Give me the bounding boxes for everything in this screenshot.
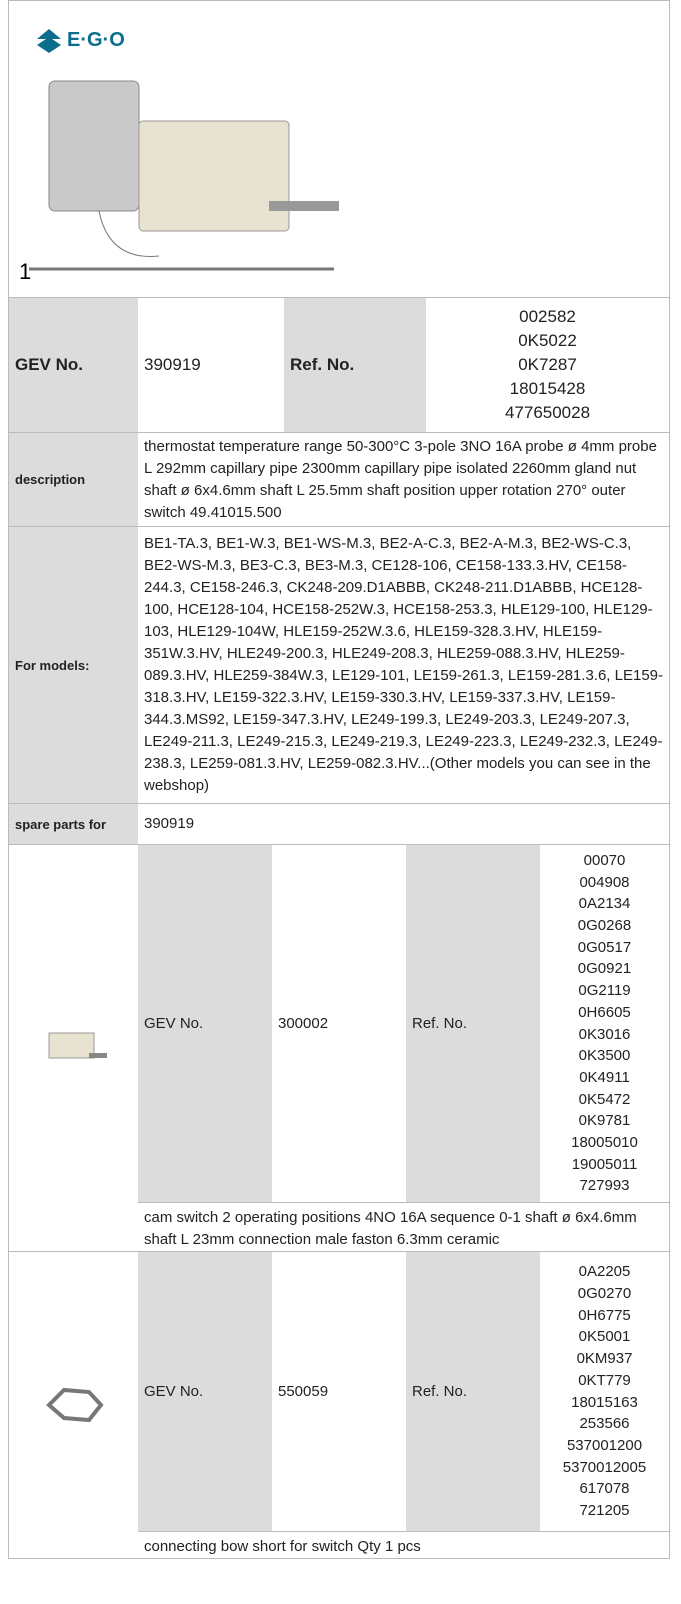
row-label: description bbox=[9, 433, 138, 526]
ref-number: 253566 bbox=[579, 1415, 630, 1433]
spare-description: cam switch 2 operating positions 4NO 16A… bbox=[144, 1209, 637, 1248]
ref-number: 537001200 bbox=[566, 1436, 643, 1454]
info-row: description thermostat temperature range … bbox=[9, 433, 669, 527]
ref-number: 477650028 bbox=[504, 403, 591, 422]
ref-list: 00070 004908 0A2134 0G0268 0G0517 0G0921 0G211… bbox=[540, 845, 669, 1202]
ref-number: 0K9781 bbox=[578, 1112, 631, 1130]
spare-image bbox=[9, 845, 138, 1251]
gev-value: 300002 bbox=[278, 1015, 329, 1032]
info-row: For models: BE1-TA.3, BE1-W.3, BE1-WS-M.3… bbox=[9, 527, 669, 804]
ref-list: 002582 0K5022 0K7287 18015428 477650028 bbox=[426, 298, 669, 432]
row-text: thermostat temperature range 50-300°C 3-… bbox=[144, 437, 657, 521]
gev-label: GEV No. bbox=[138, 845, 272, 1202]
ref-list: 0A2205 0G0270 0H6775 0K5001 0KM937 0KT779 1801… bbox=[540, 1252, 669, 1531]
document: E·G·O 1 GEV No. 390919 Ref. No. 002582 0K… bbox=[8, 0, 670, 1559]
ref-number: 0G0270 bbox=[577, 1284, 632, 1302]
gev-label: GEV No. bbox=[138, 1252, 272, 1531]
thermostat-body bbox=[48, 80, 140, 212]
ref-number: 721205 bbox=[579, 1502, 630, 1520]
ref-number: 0K5022 bbox=[518, 331, 577, 350]
spare-part: GEV No. 550059 Ref. No. 0A2205 0G0270 0H6775 0… bbox=[9, 1252, 669, 1559]
image-row: E·G·O 1 bbox=[9, 0, 669, 298]
ref-number: 0K7287 bbox=[518, 355, 577, 374]
connecting-bow-image bbox=[45, 1387, 104, 1423]
row-label: spare parts for bbox=[9, 804, 138, 844]
spare-main: GEV No. 550059 Ref. No. 0A2205 0G0270 0H6775 0… bbox=[138, 1252, 669, 1532]
row-text: BE1-TA.3, BE1-W.3, BE1-WS-M.3, BE2-A-C.3… bbox=[144, 535, 663, 794]
spare-image bbox=[9, 1252, 138, 1558]
ref-number: 0KM937 bbox=[576, 1350, 633, 1368]
ref-number: 18015163 bbox=[571, 1393, 638, 1411]
ref-number: 18005010 bbox=[571, 1134, 638, 1152]
ref-number: 0G0268 bbox=[577, 916, 632, 934]
ref-label: Ref. No. bbox=[406, 1252, 540, 1531]
logo-icon bbox=[37, 29, 61, 53]
row-label: For models: bbox=[9, 527, 138, 803]
ref-number: 0K3500 bbox=[578, 1047, 631, 1065]
capillary bbox=[98, 210, 160, 257]
product-image: E·G·O 1 bbox=[19, 29, 339, 284]
switch-block bbox=[138, 120, 290, 232]
gev-value: 390919 bbox=[144, 355, 201, 374]
main-row: GEV No. 390919 Ref. No. 002582 0K5022 0K72… bbox=[9, 298, 669, 433]
ref-number: 002582 bbox=[519, 307, 576, 326]
cam-switch-image bbox=[48, 1032, 107, 1059]
ref-number: 19005011 bbox=[571, 1155, 638, 1173]
ref-number: 0K5472 bbox=[578, 1090, 631, 1108]
ref-number: 0A2134 bbox=[578, 895, 631, 913]
info-row: spare parts for 390919 bbox=[9, 804, 669, 845]
image-label: 1 bbox=[19, 259, 31, 284]
ref-number: 5370012005 bbox=[562, 1458, 647, 1476]
ref-number: 0KT779 bbox=[578, 1371, 631, 1389]
ref-label: Ref. No. bbox=[284, 298, 426, 432]
ref-number: 727993 bbox=[579, 1177, 630, 1195]
gev-label: GEV No. bbox=[9, 298, 138, 432]
spare-description: connecting bow short for switch Qty 1 pc… bbox=[144, 1538, 421, 1555]
ref-number: 0G0517 bbox=[577, 938, 632, 956]
spare-content: GEV No. 550059 Ref. No. 0A2205 0G0270 0H6775 0… bbox=[138, 1252, 669, 1558]
ref-number: 004908 bbox=[579, 873, 630, 891]
logo-text: E·G·O bbox=[67, 29, 125, 51]
ref-number: 617078 bbox=[579, 1480, 630, 1498]
shaft bbox=[269, 201, 339, 211]
ref-number: 0H6605 bbox=[578, 1003, 631, 1021]
ref-number: 0K3016 bbox=[578, 1025, 631, 1043]
spare-main: GEV No. 300002 Ref. No. 00070 004908 0A2134 0G… bbox=[138, 845, 669, 1203]
spare-content: GEV No. 300002 Ref. No. 00070 004908 0A2134 0G… bbox=[138, 845, 669, 1251]
row-text: 390919 bbox=[144, 815, 195, 832]
ref-number: 0G2119 bbox=[578, 982, 631, 1000]
spare-part: GEV No. 300002 Ref. No. 00070 004908 0A2134 0G… bbox=[9, 845, 669, 1252]
ref-number: 0G0921 bbox=[577, 960, 632, 978]
ref-number: 0A2205 bbox=[578, 1263, 631, 1281]
ref-number: 0H6775 bbox=[578, 1306, 631, 1324]
gev-value: 550059 bbox=[278, 1383, 329, 1400]
ref-number: 0K5001 bbox=[578, 1328, 631, 1346]
ref-label: Ref. No. bbox=[406, 845, 540, 1202]
ref-number: 0K4911 bbox=[579, 1068, 630, 1086]
ref-number: 00070 bbox=[583, 851, 626, 869]
ref-number: 18015428 bbox=[509, 379, 586, 398]
